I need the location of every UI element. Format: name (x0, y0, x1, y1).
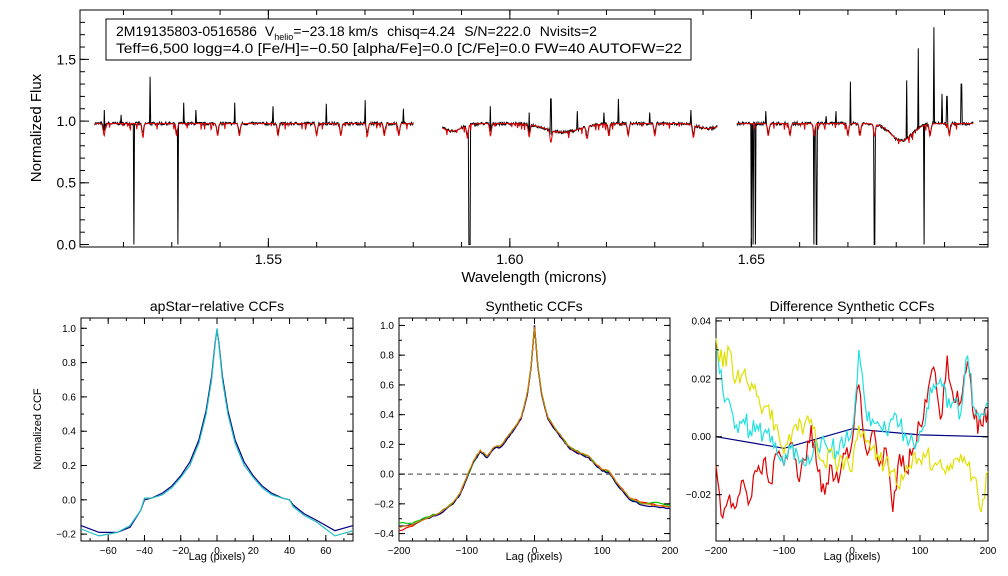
difference-ccf-series-2 (715, 355, 989, 520)
apstar-ccf-x-tick-label: 0 (214, 546, 220, 557)
spectrum-y-tick-label: 1.5 (57, 51, 77, 67)
synthetic-ccf-series-4 (398, 326, 671, 529)
spectrum-x-tick-label: 1.65 (738, 251, 765, 267)
synthetic-ccf-y-tick-label: 0.2 (380, 440, 394, 451)
difference-ccf-y-tick-label: −0.02 (686, 490, 712, 501)
synthetic-ccf-y-tick-label: 1.0 (380, 321, 394, 332)
apstar-ccf-title: apStar−relative CCFs (150, 298, 284, 314)
difference-ccf-panel: −200 −100 0 100 200 −0.02 0.00 0.02 0.04 Differe… (686, 298, 997, 563)
apstar-ccf-y-tick-label: 0.6 (62, 392, 76, 403)
difference-ccf-x-tick-label: 200 (980, 546, 997, 557)
spectrum-x-axis-label: Wavelength (microns) (461, 269, 606, 286)
spectrum-x-tick-label: 1.60 (496, 251, 523, 267)
annotation-vhelio-value: =−23.18 km/s (293, 23, 378, 39)
apstar-ccf-series-1 (80, 329, 354, 534)
apstar-ccf-panel: −60 −40 −20 0 20 40 60 −0.2 0.0 0.2 0.4 0.6 0.8 1.0 a… (32, 298, 354, 563)
difference-ccf-series-3 (715, 349, 989, 467)
spectrum-panel: 1.55 1.60 1.65 0.0 0.5 1.0 1.5 2M19135803-0516… (28, 9, 989, 286)
synthetic-ccf-axes: −200 −100 0 100 200 −0.4 −0.2 0.0 0.2 0.4 0.6 0.8 1.… (374, 318, 679, 557)
synthetic-ccf-title: Synthetic CCFs (485, 298, 582, 314)
apstar-ccf-x-tick-label: −20 (172, 546, 189, 557)
difference-ccf-series-4 (715, 338, 989, 513)
apstar-ccf-x-tick-label: 20 (248, 546, 260, 557)
spectrum-y-tick-label: 0.0 (57, 236, 77, 252)
spectrum-plot-frame (79, 9, 989, 248)
difference-ccf-x-tick-label: −100 (773, 546, 796, 557)
model-spectrum-segment-3 (736, 122, 974, 145)
synthetic-ccf-plot-frame (398, 317, 671, 542)
spectrum-x-tick-label: 1.55 (255, 251, 282, 267)
synthetic-ccf-series-3 (398, 325, 671, 527)
observed-spectrum-segment-3 (736, 27, 974, 245)
synthetic-ccf-y-tick-label: 0.6 (380, 380, 394, 391)
synthetic-ccf-x-tick-label: −100 (455, 546, 478, 557)
apstar-ccf-x-tick-label: 40 (284, 546, 296, 557)
annotation-vhelio-prefix: V (265, 23, 275, 39)
difference-ccf-title: Difference Synthetic CCFs (770, 298, 935, 314)
spectrum-y-tick-label: 1.0 (57, 113, 77, 129)
apstar-ccf-x-tick-label: 60 (320, 546, 332, 557)
apstar-ccf-y-axis-label: Normalized CCF (32, 388, 44, 470)
apstar-ccf-y-tick-label: 1.0 (62, 324, 76, 335)
apstar-ccf-y-tick-label: 0.8 (62, 358, 76, 369)
synthetic-ccf-series-2 (398, 325, 671, 524)
synthetic-ccf-y-tick-label: 0.0 (380, 470, 394, 481)
spectrum-y-tick-label: 0.5 (57, 175, 77, 191)
annotation-nvisits: Nvisits=2 (540, 23, 597, 39)
annotation-star-id: 2M19135803-0516586 (116, 23, 257, 39)
difference-ccf-x-tick-label: 100 (912, 546, 929, 557)
synthetic-ccf-x-tick-label: 100 (594, 546, 611, 557)
observed-spectrum-segment-2 (441, 98, 718, 245)
observed-spectrum-segment-1 (94, 76, 414, 245)
apstar-ccf-data-layer (80, 328, 354, 537)
synthetic-ccf-x-axis-label: Lag (pixels) (506, 551, 563, 563)
annotation-line-1: 2M19135803-0516586 Vhelio=−23.18 km/s chis… (116, 23, 597, 42)
difference-ccf-axes: −200 −100 0 100 200 −0.02 0.00 0.02 0.04 (686, 316, 997, 557)
difference-ccf-x-tick-label: −200 (705, 546, 728, 557)
apstar-ccf-y-tick-label: 0.2 (62, 461, 76, 472)
spectrum-data-layer (94, 27, 974, 245)
apstar-ccf-y-tick-label: 0.4 (62, 427, 76, 438)
synthetic-ccf-y-tick-label: 0.4 (380, 410, 394, 421)
difference-ccf-y-tick-label: 0.02 (692, 374, 712, 385)
model-spectrum-segment-1 (94, 123, 414, 139)
synthetic-ccf-y-tick-label: −0.2 (374, 499, 394, 510)
annotation-chisq: chisq=4.24 (387, 23, 455, 39)
apstar-ccf-y-tick-label: 0.0 (62, 495, 76, 506)
synthetic-ccf-y-tick-label: 0.8 (380, 351, 394, 362)
synthetic-ccf-data-layer (398, 325, 671, 532)
synthetic-ccf-y-tick-label: −0.4 (374, 529, 394, 540)
difference-ccf-y-tick-label: 0.00 (692, 432, 712, 443)
difference-ccf-x-axis-label: Lag (pixels) (824, 551, 881, 563)
synthetic-ccf-x-tick-label: 0 (532, 546, 538, 557)
apstar-ccf-y-tick-label: −0.2 (56, 530, 76, 541)
apstar-ccf-x-tick-label: −60 (100, 546, 117, 557)
apstar-ccf-series-2 (80, 328, 354, 537)
spectrum-y-axis-label: Normalized Flux (28, 73, 45, 182)
annotation-line-2: Teff=6,500 logg=4.0 [Fe/H]=−0.50 [alpha/… (116, 40, 682, 56)
annotation-box (105, 18, 692, 61)
annotation-vhelio-subscript: helio (274, 32, 293, 42)
apstar-ccf-x-tick-label: −40 (136, 546, 153, 557)
model-spectrum-segment-2 (442, 121, 718, 143)
synthetic-ccf-x-tick-label: 200 (662, 546, 679, 557)
difference-ccf-x-tick-label: 0 (849, 546, 855, 557)
spectrum-axes: 1.55 1.60 1.65 0.0 0.5 1.0 1.5 (57, 9, 988, 267)
synthetic-ccf-x-tick-label: −200 (388, 546, 411, 557)
difference-ccf-data-layer (715, 338, 989, 520)
apstar-ccf-x-axis-label: Lag (pixels) (189, 551, 246, 563)
apstar-ccf-axes: −60 −40 −20 0 20 40 60 −0.2 0.0 0.2 0.4 0.6 0.8 1.0 (56, 318, 353, 557)
synthetic-ccf-panel: −200 −100 0 100 200 −0.4 −0.2 0.0 0.2 0.4 0.6 0.8 1.… (374, 298, 679, 563)
difference-ccf-y-tick-label: 0.04 (692, 316, 712, 327)
apstar-ccf-plot-frame (80, 317, 354, 542)
annotation-sn: S/N=222.0 (464, 23, 531, 39)
